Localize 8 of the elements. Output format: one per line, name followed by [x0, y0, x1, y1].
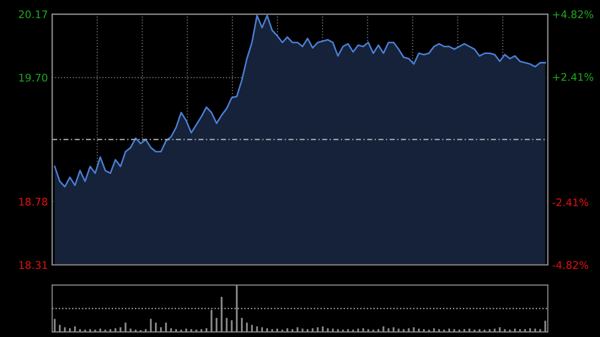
y-tick-label: 19.70	[19, 74, 48, 82]
y-tick-label: 18.31	[19, 261, 48, 269]
y2-tick-label: +2.41%	[553, 73, 594, 81]
y-tick-label: 20.17	[18, 10, 48, 18]
y-tick-label: 18.78	[19, 198, 48, 206]
y2-tick-label: -2.41%	[552, 198, 588, 206]
y2-tick-label: -4.82%	[552, 261, 588, 269]
y2-tick-label: +4.82%	[553, 10, 594, 18]
